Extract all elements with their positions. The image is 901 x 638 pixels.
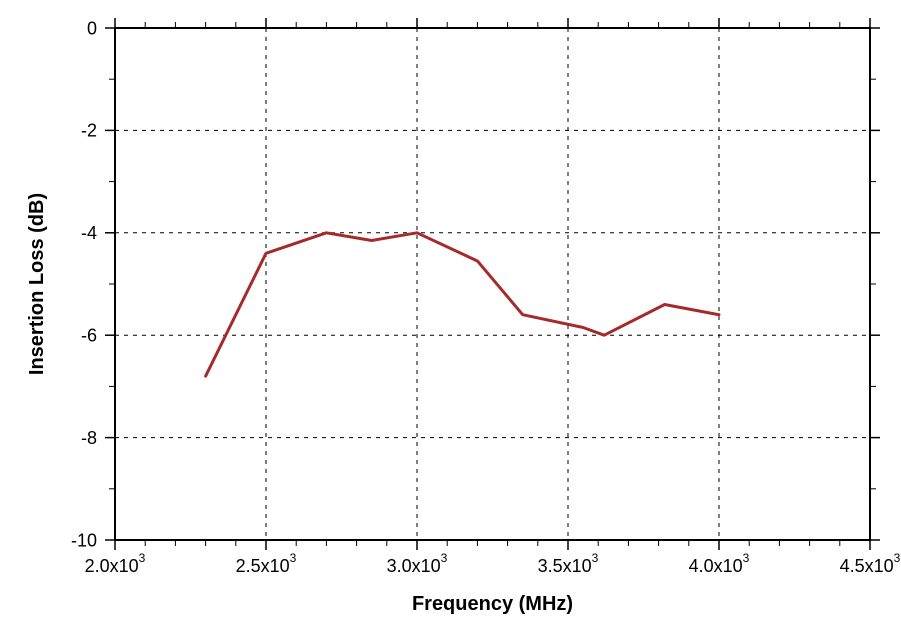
x-axis-label: Frequency (MHz) xyxy=(412,593,573,615)
y-tick-label: 0 xyxy=(87,18,97,38)
y-tick-label: -2 xyxy=(81,121,97,141)
y-tick-label: -6 xyxy=(81,326,97,346)
y-axis-label: Insertion Loss (dB) xyxy=(26,193,48,375)
insertion-loss-chart: 2.0x1032.5x1033.0x1033.5x1034.0x1034.5x1… xyxy=(0,0,901,638)
y-tick-label: -10 xyxy=(71,530,97,550)
y-tick-label: -4 xyxy=(81,223,97,243)
y-tick-label: -8 xyxy=(81,428,97,448)
